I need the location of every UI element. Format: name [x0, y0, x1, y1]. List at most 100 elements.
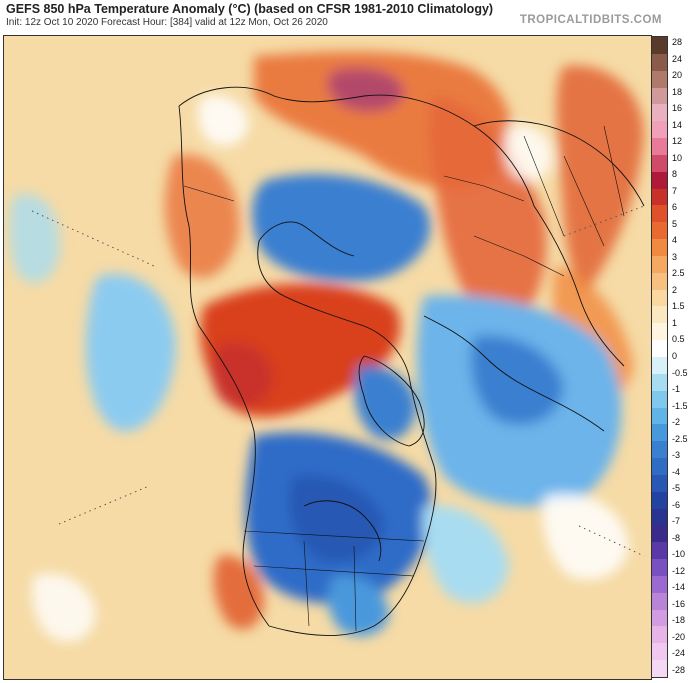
map-canvas: [9, 51, 645, 642]
colorbar-tick-label: 10: [672, 152, 683, 163]
brand-watermark: TROPICALTIDBITS.COM: [519, 14, 662, 26]
colorbar-tick-label: 7: [672, 185, 678, 196]
colorbar-tick-label: -18: [672, 615, 686, 626]
colorbar-segment: [652, 154, 667, 173]
colorbar-segment: [652, 525, 667, 543]
colorbar-segment: [652, 289, 667, 307]
pacific-west-cold: [9, 194, 60, 283]
alaska-core: [211, 343, 273, 409]
neutral-patch-north: [197, 95, 249, 146]
usa-east-cold: [327, 575, 389, 636]
colorbar-tick-label: 16: [672, 103, 683, 114]
colorbar-tick-label: 6: [672, 202, 678, 213]
colorbar-tick-label: -0.5: [672, 367, 688, 378]
colorbar-segment: [652, 474, 667, 493]
colorbar-tick-label: -5: [672, 483, 681, 494]
colorbar-segment: [652, 53, 667, 72]
map-title: GEFS 850 hPa Temperature Anomaly (°C) (b…: [6, 2, 494, 16]
colorbar-segment: [652, 458, 667, 476]
colorbar-tick-label: -3: [672, 450, 681, 461]
colorbar-segment: [652, 592, 667, 611]
colorbar-tick-label: 4: [672, 235, 678, 246]
colorbar-segment: [652, 255, 667, 274]
colorbar-tick-label: 24: [672, 53, 683, 64]
colorbar-tick-label: 20: [672, 70, 683, 81]
colorbar-segment: [652, 323, 667, 341]
anomaly-fields: [9, 51, 644, 642]
east-asia-warm: [429, 96, 547, 336]
colorbar-tick-label: 28: [672, 37, 683, 47]
colorbar-segment: [652, 373, 667, 392]
colorbar-segment: [652, 424, 667, 442]
colorbar-tick-label: -1: [672, 384, 681, 395]
colorbar-tick-label: -10: [672, 549, 686, 560]
greenland-cold: [354, 365, 416, 440]
arctic-cold-region: [252, 174, 431, 282]
colorbar-tick-label: 1.5: [672, 301, 685, 312]
latitude-dots: [31, 205, 645, 557]
far-east-warm: [556, 65, 644, 297]
colorbar-segment: [652, 660, 667, 678]
colorbar-segment: [652, 559, 667, 577]
colorbar-segment: [652, 171, 667, 190]
colorbar-tick-label: -2: [672, 417, 681, 428]
colorbar-tick-label: 1: [672, 317, 678, 328]
anomaly-map: [3, 35, 652, 680]
neutral-patch-south: [542, 493, 629, 580]
colorbar-segment: [652, 222, 667, 240]
colorbar-segment: [652, 609, 667, 627]
colorbar-segment: [652, 491, 667, 510]
colorbar-tick-label: -2.5: [672, 433, 688, 444]
colorbar-tick-label: -4: [672, 466, 681, 477]
colorbar-tick-label: 14: [672, 119, 683, 130]
colorbar-segment: [652, 272, 667, 291]
colorbar-tick-label: -7: [672, 516, 681, 527]
colorbar-segment: [652, 575, 667, 594]
country-borders: [183, 125, 625, 632]
colorbar-segment: [652, 37, 667, 55]
colorbar-segment: [652, 121, 667, 139]
mexico-warm: [213, 555, 265, 630]
colorbar-tick-label: 8: [672, 169, 678, 180]
coastlines: [178, 86, 645, 636]
colorbar-tick-label: -6: [672, 499, 681, 510]
colorbar-tick-label: 3: [672, 251, 678, 262]
neutral-patch-sw: [32, 573, 96, 642]
header: GEFS 850 hPa Temperature Anomaly (°C) (b…: [0, 0, 700, 32]
colorbar-labels: 28 24 20 18 16 14 12 10 8 7 6 5 4 3 2.5 2 1.5 1 0.5 0 -0.5 -1…: [672, 36, 700, 678]
colorbar-tick-label: 2.5: [672, 268, 685, 279]
colorbar-segment: [652, 390, 667, 408]
colorbar: [651, 36, 668, 678]
colorbar-segment: [652, 542, 667, 560]
colorbar-tick-label: 5: [672, 218, 678, 229]
colorbar-segment: [652, 87, 667, 105]
colorbar-segment: [652, 70, 667, 88]
colorbar-tick-label: -16: [672, 598, 686, 609]
colorbar-segment: [652, 407, 667, 425]
colorbar-tick-label: -20: [672, 631, 686, 642]
pacific-cold-region: [85, 274, 176, 432]
colorbar-tick-label: 18: [672, 86, 683, 97]
colorbar-segment: [652, 138, 667, 156]
colorbar-tick-label: -14: [672, 582, 686, 593]
neutral-patch-east: [503, 125, 553, 181]
colorbar-tick-label: -1.5: [672, 400, 688, 411]
colorbar-segment: [652, 508, 667, 526]
europe-warm: [164, 154, 240, 279]
colorbar-tick-label: -8: [672, 532, 681, 543]
colorbar-tick-label: -28: [672, 665, 686, 675]
north-atlantic-cold: [422, 505, 509, 603]
atlantic-cold-core: [471, 335, 564, 425]
colorbar-segment: [652, 340, 667, 358]
colorbar-tick-label: 0.5: [672, 334, 685, 345]
colorbar-segment: [652, 104, 667, 122]
colorbar-segment: [652, 357, 667, 375]
colorbar-segment: [652, 626, 667, 644]
colorbar-tick-label: 2: [672, 284, 678, 295]
colorbar-tick-label: 12: [672, 136, 683, 147]
colorbar-tick-label: -12: [672, 565, 686, 576]
colorbar-segment: [652, 239, 667, 257]
colorbar-segment: [652, 188, 667, 206]
siberia-core-region: [328, 68, 404, 112]
map-subtitle: Init: 12z Oct 10 2020 Forecast Hour: [38…: [6, 17, 328, 28]
